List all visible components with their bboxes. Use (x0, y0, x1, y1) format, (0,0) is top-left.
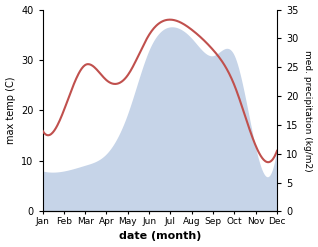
Y-axis label: max temp (C): max temp (C) (5, 77, 16, 144)
X-axis label: date (month): date (month) (119, 231, 201, 242)
Y-axis label: med. precipitation (kg/m2): med. precipitation (kg/m2) (303, 50, 313, 171)
